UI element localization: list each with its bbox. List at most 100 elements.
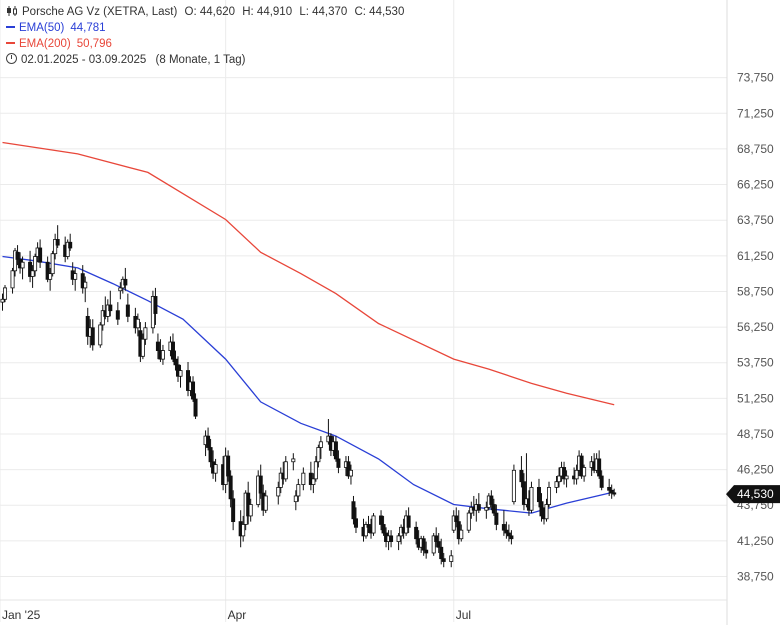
candle-body [155,341,160,351]
candle-body [504,529,509,534]
candle-body [50,253,55,275]
candle-body [38,247,43,263]
candle-body [283,461,288,480]
candlestick-icon [7,5,17,16]
candle-body [13,250,18,272]
y-tick-label: 63,750 [737,213,774,227]
candle-body [313,461,318,480]
candle-body [193,398,198,417]
candle-body [228,475,233,500]
candle-body [346,461,351,477]
candle-body [336,458,341,468]
candle-body [140,338,145,357]
y-tick-label: 58,750 [737,284,774,298]
candle-body [125,304,130,317]
candle-body [213,464,218,474]
candle-body [557,475,562,483]
candle-body [15,251,20,260]
candle-body [73,273,78,280]
candle-body [509,535,514,540]
candles-group [0,225,617,568]
candle-body [511,469,516,503]
candle-body [3,287,8,300]
candle-body [301,472,306,485]
candle-body [501,524,506,531]
candle-body [609,489,614,494]
clock-icon [6,53,17,65]
candle-body [55,239,60,246]
ema50-line [2,255,615,514]
candle-body [318,441,323,448]
ema200-label: EMA(200) [19,38,71,50]
candle-body [263,495,268,511]
candle-body [529,487,534,511]
candle-body [599,475,604,488]
candle-body [396,535,401,542]
candle-body [436,541,441,548]
candle-body [379,515,384,525]
legend-open: O: 44,620 [184,6,236,18]
legend-high: H: 44,910 [242,6,293,18]
candle-body [406,515,411,528]
candle-body [248,504,253,517]
y-tick-label: 51,250 [737,391,774,405]
candle-body [33,256,38,272]
candle-body [612,492,617,495]
candle-body [371,515,376,534]
legend-ema200-row[interactable]: EMA(200) 50,796 [6,36,408,52]
candle-body [108,304,113,312]
candle-body [439,546,444,560]
candle-body [143,327,148,340]
ema200-line [2,141,615,406]
candle-body [459,529,464,540]
candle-body [554,481,559,488]
ema50-swatch [6,25,15,28]
legend-close: C: 44,530 [354,6,405,18]
candle-body [226,455,231,477]
x-tick-label: Jul [456,608,471,622]
candle-body [293,495,298,503]
candle-body [10,270,15,289]
candle-body [170,341,175,360]
candle-body [115,310,120,320]
candle-body [607,487,612,491]
candle-body [431,535,436,554]
candle-body [351,501,356,520]
candle-body [83,281,88,289]
candle-body [494,512,499,525]
last-price-tag [726,485,780,504]
chart-legend: Porsche AG Vz (XETRA, Last) O: 44,620 H:… [6,4,408,68]
candle-body [135,318,140,329]
y-tick-label: 56,250 [737,320,774,334]
candle-body [173,358,178,366]
candle-body [389,535,394,542]
ema200-swatch [6,41,15,44]
candle-body [562,467,567,480]
candle-body [80,273,85,289]
y-tick-label: 73,750 [737,71,774,85]
candle-body [160,350,165,360]
y-tick-label: 71,250 [737,106,774,120]
candle-body [564,475,569,480]
candle-body [316,447,321,463]
candle-body [536,487,541,503]
candle-body [278,472,283,488]
legend-date-range: 02.01.2025 - 03.09.2025 [21,54,147,66]
candle-body [118,287,123,292]
candle-body [574,469,579,480]
legend-ema50-row[interactable]: EMA(50) 44,781 [6,20,408,36]
candle-body [191,381,196,400]
candle-body [366,524,371,528]
candle-body [434,535,439,542]
last-price-label: 44,530 [737,487,774,501]
legend-instrument: Porsche AG Vz (XETRA, Last) [22,6,178,18]
candle-body [381,524,386,534]
candle-body [186,370,191,391]
candle-body [476,504,481,511]
candle-body [521,481,526,505]
y-tick-label: 46,250 [737,463,774,477]
candle-body [90,327,95,346]
ema200-value: 50,796 [76,38,112,50]
candle-body [547,487,552,505]
